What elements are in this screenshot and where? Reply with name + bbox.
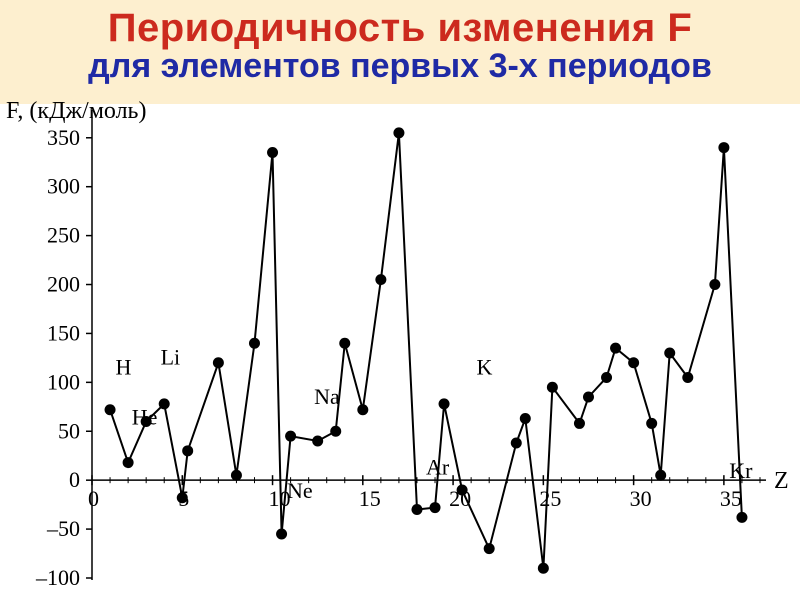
svg-text:0: 0 [69,467,80,492]
svg-text:0: 0 [88,486,99,511]
svg-text:Ne: Ne [287,478,313,503]
svg-text:150: 150 [47,320,80,345]
svg-text:100: 100 [47,369,80,394]
svg-text:Ar: Ar [426,454,450,479]
svg-text:F, (кДж/моль): F, (кДж/моль) [6,98,146,124]
svg-text:300: 300 [47,174,80,199]
svg-text:15: 15 [359,486,381,511]
svg-text:Z: Z [774,468,789,494]
svg-text:H: H [115,355,131,380]
svg-text:Na: Na [314,384,340,409]
svg-text:25: 25 [539,486,561,511]
svg-text:K: K [477,355,493,380]
title-line-2: для элементов первых 3-х периодов [0,47,800,86]
svg-text:350: 350 [47,125,80,150]
title-block: Периодичность изменения F для элементов … [0,0,800,104]
svg-text:30: 30 [630,486,652,511]
svg-text:He: He [132,404,158,429]
svg-text:50: 50 [58,418,80,443]
svg-text:250: 250 [47,223,80,248]
svg-text:–50: –50 [46,516,80,541]
svg-text:Li: Li [161,345,181,370]
svg-text:200: 200 [47,272,80,297]
svg-text:Kr: Kr [729,458,753,483]
svg-text:35: 35 [720,486,742,511]
title-line-1: Периодичность изменения F [0,6,800,51]
chart: –100–50050100150200250300350051015202530… [0,98,800,600]
svg-text:–100: –100 [35,565,80,590]
